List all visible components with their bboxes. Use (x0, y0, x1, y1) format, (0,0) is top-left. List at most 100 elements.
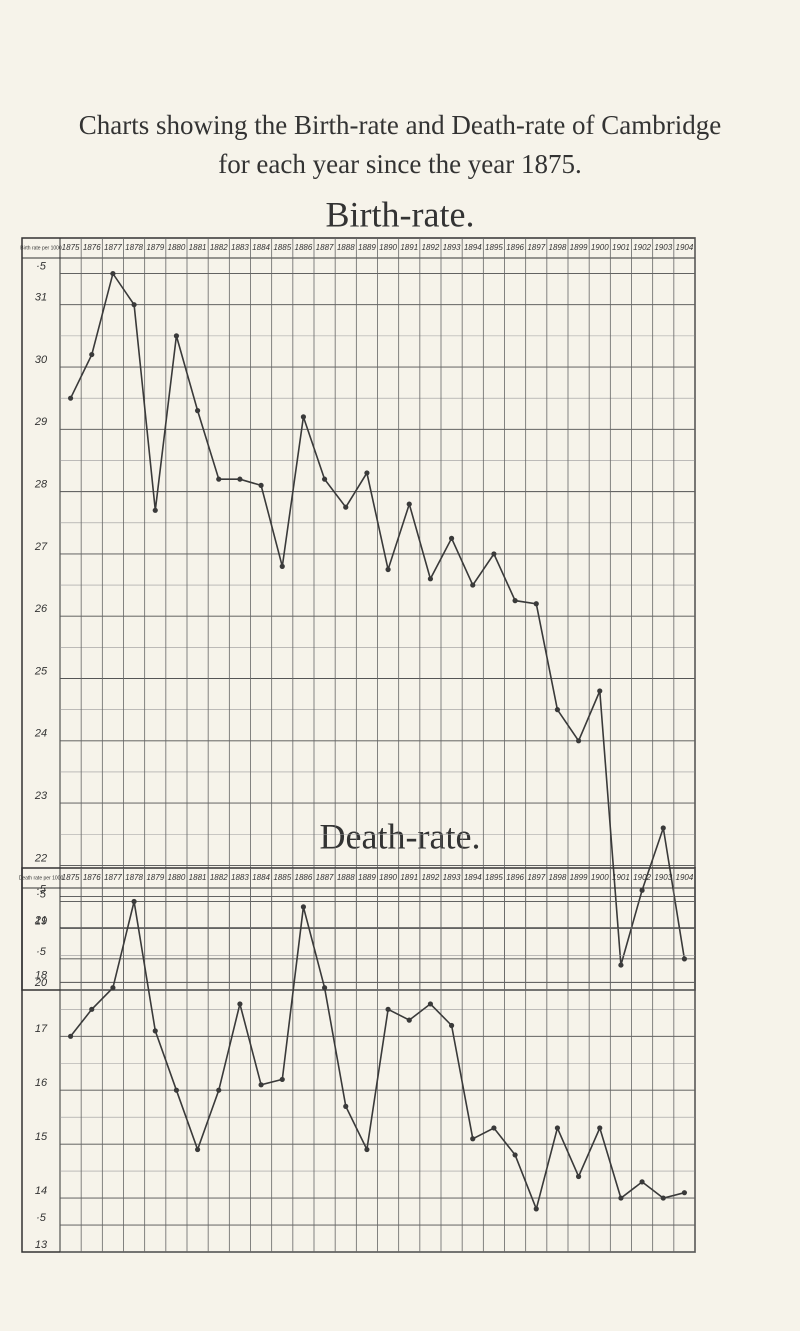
x-tick-label: 1902 (633, 873, 651, 882)
rate-point (385, 1006, 391, 1012)
page-title: Charts showing the Birth-rate and Death-… (79, 110, 722, 140)
rate-point (110, 985, 116, 991)
rate-point (427, 576, 434, 582)
rate-point (300, 904, 307, 910)
x-tick-label: 1894 (464, 873, 482, 882)
x-tick-label: 1897 (527, 243, 545, 252)
x-tick-label: 1901 (612, 243, 630, 252)
rate-point (89, 351, 95, 358)
rate-point (660, 825, 666, 831)
x-tick-label: 1887 (316, 243, 334, 252)
rate-point (470, 582, 476, 588)
x-tick-label: 1891 (400, 873, 418, 882)
rate-point (216, 476, 222, 482)
rate-point (237, 476, 243, 482)
x-tick-label: 1876 (83, 873, 101, 882)
rate-point (131, 302, 137, 308)
rate-point (152, 1028, 158, 1034)
x-tick-label: 1890 (379, 243, 397, 252)
rate-point (597, 688, 603, 694)
x-tick-label: 1903 (654, 873, 672, 882)
rate-point (343, 504, 349, 510)
rate-point (258, 482, 264, 488)
x-tick-label: 1891 (400, 243, 418, 252)
rate-point (575, 1173, 582, 1180)
rate-point (237, 1001, 243, 1007)
x-tick-label: 1892 (422, 243, 440, 252)
rate-point (448, 1022, 455, 1029)
rate-point (512, 598, 518, 604)
y-tick-label: ·5 (36, 260, 47, 272)
rate-point (321, 985, 328, 991)
rate-point (427, 1001, 434, 1007)
x-tick-label: 1896 (506, 243, 524, 252)
rate-point (110, 270, 116, 277)
x-tick-label: 1888 (337, 873, 355, 882)
rate-point (660, 1195, 666, 1201)
rate-point (406, 1017, 412, 1023)
x-tick-label: 1884 (252, 243, 270, 252)
chart-title: Death-rate. (320, 816, 481, 856)
rate-point (194, 408, 201, 414)
rate-point (491, 1125, 497, 1131)
x-tick-label: 1877 (104, 873, 122, 882)
rate-point (343, 1103, 349, 1109)
rate-point (67, 1033, 74, 1039)
rate-point (364, 470, 370, 476)
y-tick-label: 16 (35, 1077, 48, 1089)
x-tick-label: 1885 (273, 243, 291, 252)
x-tick-label: 1876 (83, 243, 101, 252)
y-tick-label: 25 (34, 665, 48, 677)
rate-point (554, 1125, 561, 1131)
y-tick-label: ·5 (36, 888, 47, 900)
x-tick-label: 1878 (125, 243, 143, 252)
rate-line (69, 271, 686, 966)
rate-point (681, 956, 688, 962)
y-tick-label: 21 (34, 915, 47, 927)
y-tick-label: 24 (34, 728, 47, 740)
y-tick-label: 18 (35, 969, 48, 981)
rate-point (639, 887, 645, 893)
x-tick-label: 1900 (591, 873, 609, 882)
y-axis-label: Death rate per 1000 (19, 875, 64, 881)
rate-point (173, 1087, 180, 1093)
x-tick-label: 1895 (485, 873, 503, 882)
x-tick-label: 1884 (252, 873, 270, 882)
x-tick-label: 1889 (358, 873, 376, 882)
rate-point (639, 1179, 645, 1185)
x-tick-label: 1898 (549, 873, 567, 882)
x-tick-label: 1892 (422, 873, 440, 882)
x-tick-label: 1882 (210, 243, 228, 252)
y-tick-label: 30 (35, 354, 48, 366)
x-tick-label: 1878 (125, 873, 143, 882)
rate-point (385, 566, 391, 573)
plot-frame (21, 867, 696, 1253)
y-tick-label: 26 (34, 603, 48, 615)
x-tick-label: 1899 (570, 243, 588, 252)
x-tick-label: 1904 (676, 243, 694, 252)
x-tick-label: 1888 (337, 243, 355, 252)
y-tick-label: ·5 (36, 1212, 47, 1224)
y-axis-label: Birth rate per 1000 (20, 245, 62, 251)
rate-point (258, 1082, 264, 1088)
x-tick-label: 1883 (231, 243, 249, 252)
y-tick-label: 22 (34, 852, 47, 864)
x-tick-label: 1877 (104, 243, 122, 252)
rate-point (279, 1076, 285, 1083)
rate-point (681, 1190, 688, 1196)
rate-point (554, 707, 561, 713)
x-tick-label: 1894 (464, 243, 482, 252)
rate-point (321, 476, 328, 482)
rate-point (173, 333, 180, 339)
x-tick-label: 1901 (612, 873, 630, 882)
x-tick-label: 1880 (168, 243, 186, 252)
rate-point (216, 1087, 222, 1093)
x-tick-label: 1902 (633, 243, 651, 252)
x-tick-label: 1882 (210, 873, 228, 882)
x-tick-label: 1896 (506, 873, 524, 882)
x-tick-label: 1879 (146, 243, 164, 252)
rate-point (67, 395, 74, 401)
rate-point (448, 535, 455, 541)
y-tick-label: 29 (34, 416, 47, 428)
rate-line (69, 901, 685, 1212)
